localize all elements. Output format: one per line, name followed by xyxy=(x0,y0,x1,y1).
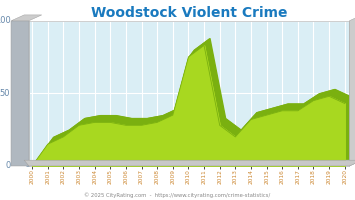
Title: Woodstock Violent Crime: Woodstock Violent Crime xyxy=(91,6,288,20)
Polygon shape xyxy=(298,93,319,111)
Text: © 2025 CityRating.com  -  https://www.cityrating.com/crime-statistics/: © 2025 CityRating.com - https://www.city… xyxy=(84,192,271,198)
Polygon shape xyxy=(79,115,100,125)
Polygon shape xyxy=(11,15,42,21)
Polygon shape xyxy=(204,38,225,125)
Polygon shape xyxy=(63,118,84,137)
Polygon shape xyxy=(126,118,147,125)
Polygon shape xyxy=(48,130,69,144)
Polygon shape xyxy=(267,104,288,115)
Polygon shape xyxy=(32,137,53,166)
Polygon shape xyxy=(349,15,355,166)
Polygon shape xyxy=(235,112,256,137)
Polygon shape xyxy=(282,104,303,111)
Polygon shape xyxy=(95,115,116,122)
Polygon shape xyxy=(157,108,178,122)
Polygon shape xyxy=(329,89,350,104)
Text: 100: 100 xyxy=(0,16,10,25)
Polygon shape xyxy=(189,38,209,57)
Polygon shape xyxy=(142,115,163,125)
Polygon shape xyxy=(24,160,355,166)
Polygon shape xyxy=(251,108,272,119)
Polygon shape xyxy=(220,118,241,137)
Polygon shape xyxy=(11,21,29,166)
Polygon shape xyxy=(173,50,194,115)
Text: 50: 50 xyxy=(0,89,10,98)
Polygon shape xyxy=(110,115,131,125)
Text: 0: 0 xyxy=(5,161,10,170)
Polygon shape xyxy=(313,89,335,101)
